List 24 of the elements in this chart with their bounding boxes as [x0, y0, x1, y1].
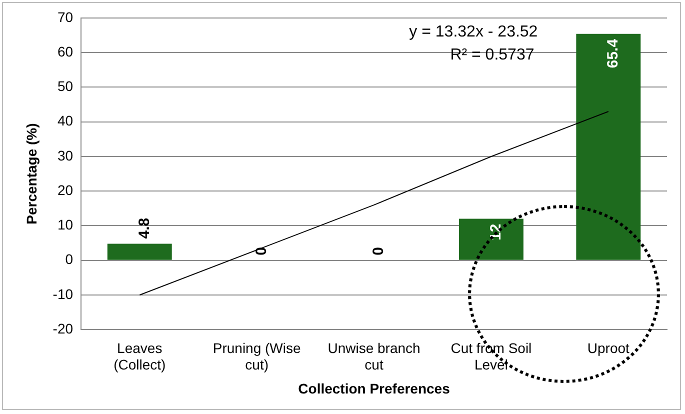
y-tick-label: 0	[65, 251, 74, 268]
annotation: y = 13.32x - 23.52	[409, 23, 538, 40]
y-tick-label: 70	[57, 8, 74, 25]
bar	[107, 244, 172, 260]
x-axis-title: Collection Preferences	[298, 380, 450, 396]
annotation: R² = 0.5737	[450, 46, 534, 64]
bar	[576, 34, 641, 260]
data-label: 4.8	[136, 218, 153, 239]
y-axis-title: Percentage (%)	[23, 123, 40, 224]
y-tick-label: 30	[57, 147, 74, 164]
y-tick-label: 10	[57, 216, 74, 233]
x-tick-label: Leaves (Collect)	[114, 340, 166, 373]
x-tick-label: Uproot	[587, 340, 630, 356]
data-label: 65.4	[604, 38, 622, 68]
y-tick-label: 20	[57, 182, 74, 198]
y-tick-label: 50	[57, 78, 74, 94]
y-tick-label: 40	[57, 112, 74, 129]
x-tick-label: Pruning (Wise cut)	[212, 340, 301, 373]
data-label: 0	[370, 247, 388, 256]
y-tick-label: -10	[52, 286, 74, 302]
y-tick-label: 60	[57, 43, 74, 60]
y-tick-label: -20	[52, 320, 74, 336]
x-tick-label: Unwise branch cut	[328, 340, 420, 373]
bar	[458, 218, 524, 260]
